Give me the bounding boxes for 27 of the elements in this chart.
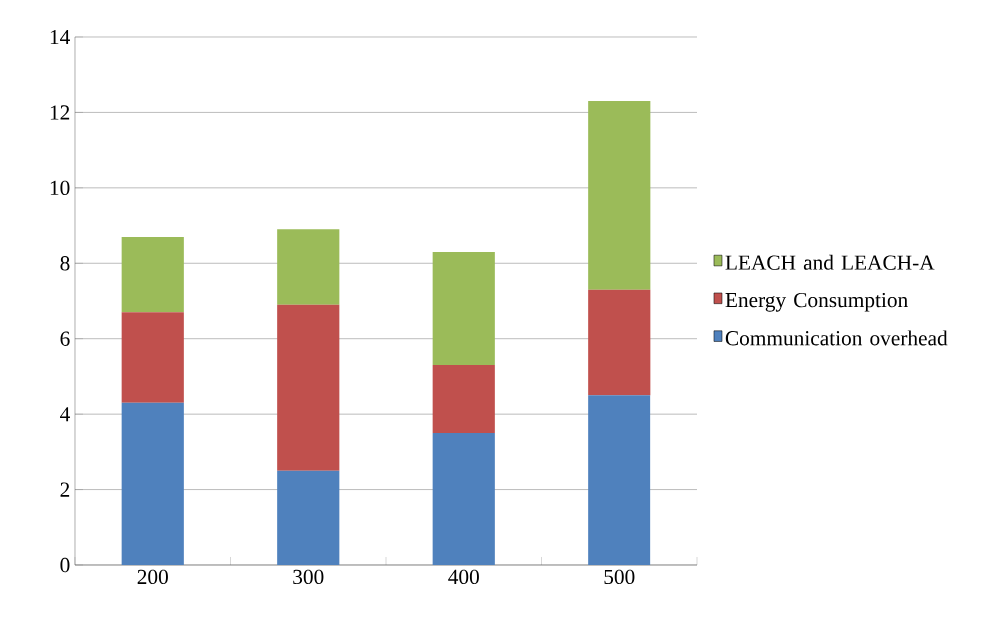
bar xyxy=(432,365,495,433)
bar xyxy=(121,402,184,565)
y-tick-label: 14 xyxy=(50,29,70,45)
legend-label: LEACH and LEACH-A xyxy=(725,254,935,270)
x-tick-label: 300 xyxy=(293,569,324,585)
bar xyxy=(277,470,340,565)
bar xyxy=(277,304,340,471)
bar xyxy=(588,101,651,290)
bar xyxy=(432,433,495,565)
y-tick-label: 0 xyxy=(60,557,70,573)
x-tick-label: 400 xyxy=(448,569,479,585)
x-tick-label: 500 xyxy=(604,569,635,585)
y-tick-label: 6 xyxy=(60,331,70,346)
y-tick-label: 12 xyxy=(50,105,70,120)
y-tick-label: 4 xyxy=(60,407,70,422)
bar xyxy=(432,251,495,366)
bar xyxy=(588,289,651,396)
y-tick-label: 8 xyxy=(60,256,70,271)
bar xyxy=(121,312,184,403)
bar xyxy=(121,236,184,313)
y-tick-label: 2 xyxy=(60,482,70,497)
bar xyxy=(588,395,651,565)
y-tick-label: 10 xyxy=(50,180,70,196)
legend-label: Energy Consumption xyxy=(725,292,908,312)
legend-label: Communication overhead xyxy=(725,330,948,346)
bar xyxy=(277,229,340,305)
x-tick-label: 200 xyxy=(137,569,168,585)
